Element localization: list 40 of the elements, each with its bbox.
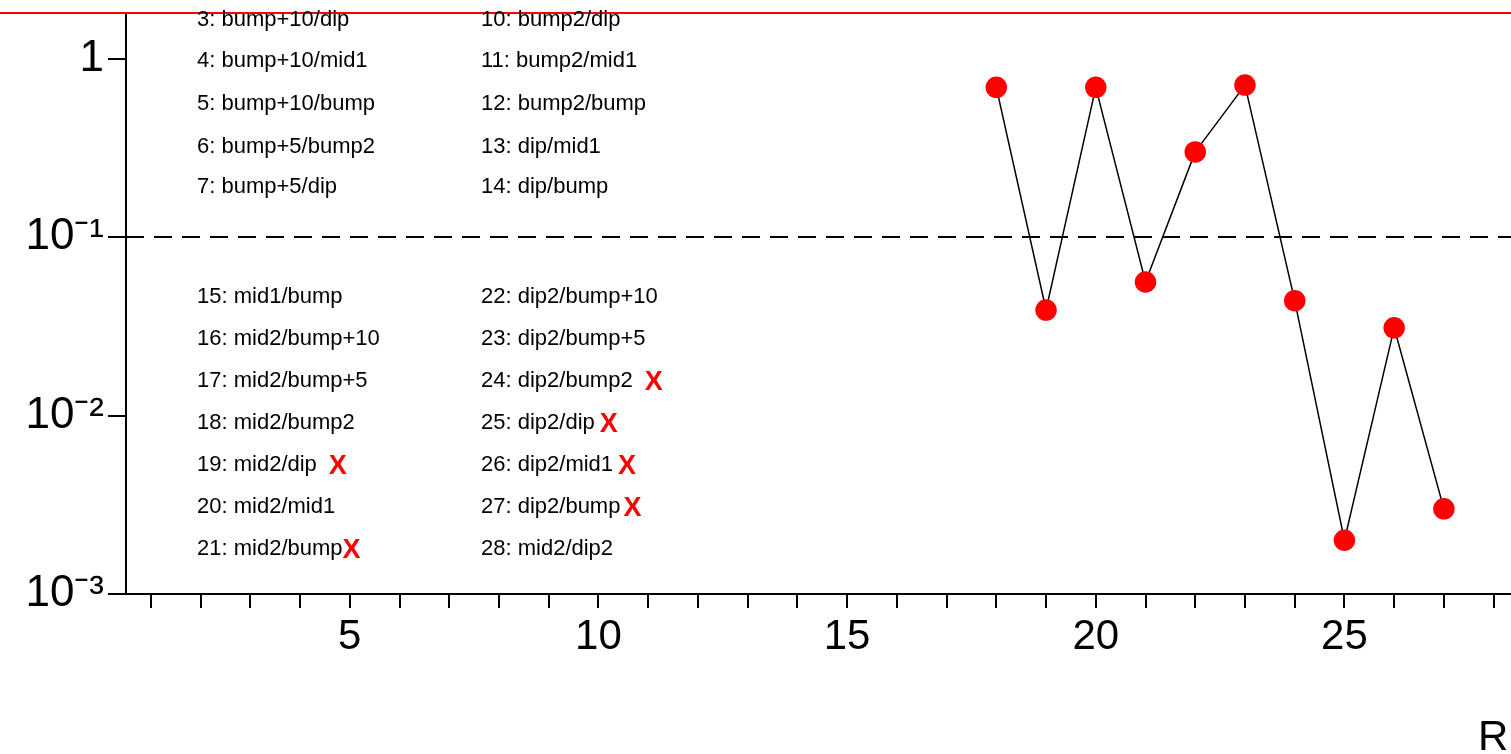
x-axis-title: R bbox=[1478, 712, 1509, 754]
annotation: 15: mid1/bump bbox=[197, 283, 343, 309]
y-tick-label: 10⁻³ bbox=[25, 566, 104, 616]
annotation: 25: dip2/dip bbox=[481, 409, 595, 435]
annotation: X bbox=[599, 408, 618, 439]
annotation: 10: bump2/dip bbox=[481, 6, 621, 32]
annotation: 26: dip2/mid1 bbox=[481, 451, 614, 477]
annotation: 18: mid2/bump2 bbox=[197, 409, 355, 435]
annotation: 7: bump+5/dip bbox=[197, 173, 338, 199]
annotation: 17: mid2/bump+5 bbox=[197, 367, 368, 393]
x-tick-label: 20 bbox=[1072, 610, 1120, 658]
annotation: 11: bump2/mid1 bbox=[481, 47, 638, 73]
annotation: X bbox=[618, 450, 637, 481]
annotation: 14: dip/bump bbox=[481, 173, 609, 199]
annotation: 23: dip2/bump+5 bbox=[481, 325, 646, 351]
y-tick-label: 10⁻² bbox=[25, 387, 104, 437]
annotation: 5: bump+10/bump bbox=[197, 90, 375, 116]
x-tick-label: 15 bbox=[823, 610, 871, 658]
annotation: 20: mid2/mid1 bbox=[197, 493, 336, 519]
annotation: 13: dip/mid1 bbox=[481, 133, 601, 159]
annotation: X bbox=[342, 534, 361, 565]
x-tick-label: 25 bbox=[1321, 610, 1368, 658]
annotation: 24: dip2/bump2 bbox=[481, 367, 633, 393]
annotation: 27: dip2/bump bbox=[481, 493, 621, 519]
annotation: 19: mid2/dip bbox=[197, 451, 317, 477]
annotation: X bbox=[644, 366, 663, 397]
annotation: 28: mid2/dip2 bbox=[481, 535, 614, 561]
x-tick-label: 10 bbox=[575, 610, 622, 658]
annotation: X bbox=[328, 450, 347, 481]
annotation: 16: mid2/bump+10 bbox=[197, 325, 380, 351]
annotation: 6: bump+5/bump2 bbox=[197, 133, 375, 159]
annotation: 3: bump+10/dip bbox=[197, 6, 350, 32]
annotation: 21: mid2/bump bbox=[197, 535, 343, 561]
annotation: 4: bump+10/mid1 bbox=[197, 47, 368, 73]
annotation: X bbox=[623, 492, 642, 523]
y-tick-label: 1 bbox=[79, 30, 104, 80]
y-tick-label: 10⁻¹ bbox=[25, 209, 104, 259]
x-tick-label: 5 bbox=[338, 610, 362, 658]
annotation: 12: bump2/bump bbox=[481, 90, 647, 116]
annotation: 22: dip2/bump+10 bbox=[481, 283, 658, 309]
